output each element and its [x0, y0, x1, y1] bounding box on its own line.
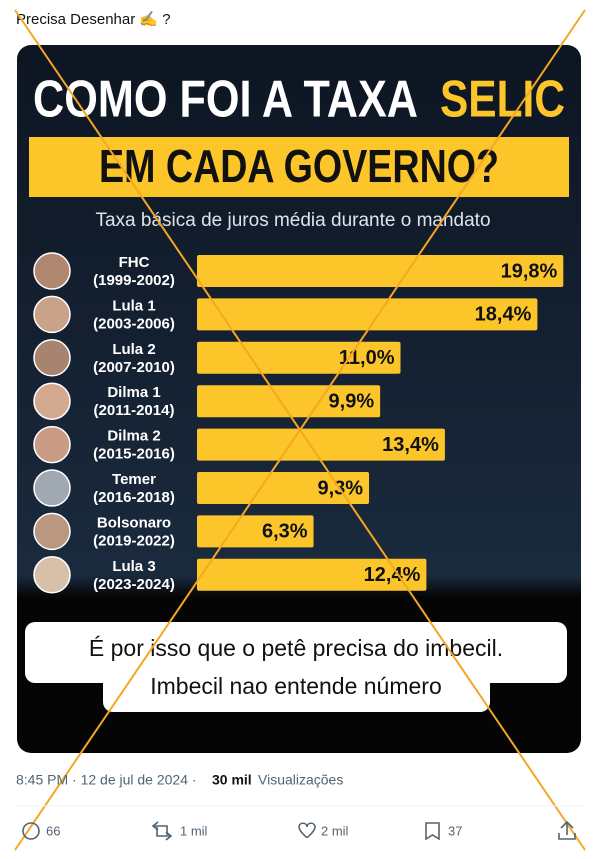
category-label: Bolsonaro — [97, 514, 171, 531]
value-label: 19,8% — [501, 260, 558, 282]
bar — [197, 298, 538, 331]
tweet-text: Precisa Desenhar ✍️ ? — [16, 10, 171, 28]
period-label: (2011-2014) — [94, 402, 175, 419]
bar — [197, 385, 381, 418]
avatar — [33, 425, 71, 464]
period-label: (2007-2010) — [93, 359, 175, 376]
bookmark-icon[interactable] — [425, 822, 440, 841]
like-icon[interactable] — [298, 822, 316, 839]
title: SELIC — [440, 71, 565, 129]
category-label: Lula 1 — [112, 297, 155, 314]
period-label: (2015-2016) — [93, 446, 175, 463]
category-label: Temer — [112, 471, 156, 488]
period-label: (2023-2024) — [93, 576, 175, 593]
views-label: Visualizações — [258, 772, 343, 788]
avatar — [33, 512, 71, 551]
value-label: 13,4% — [382, 434, 439, 456]
period-label: (2003-2006) — [93, 315, 175, 332]
cross-line — [14, 9, 586, 851]
title: EM CADA GOVERNO? — [99, 140, 499, 192]
reply-icon[interactable] — [22, 822, 40, 840]
repost-count: 1 mil — [180, 823, 208, 838]
value-label: 12,4% — [364, 564, 421, 586]
period-label: (2016-2018) — [93, 489, 175, 506]
category-label: Dilma 2 — [107, 428, 160, 445]
avatar — [33, 556, 71, 594]
avatar — [33, 469, 71, 507]
like-count: 2 mil — [321, 823, 349, 838]
value-label: 18,4% — [475, 304, 532, 326]
value-label: 6,3% — [262, 521, 308, 543]
bookmark-count: 37 — [448, 823, 462, 838]
category-label: FHC — [119, 254, 150, 271]
bar — [197, 341, 401, 374]
timestamp: 8:45 PM · 12 de jul de 2024 · — [16, 772, 197, 788]
value-label: 11,0% — [339, 347, 395, 369]
bar — [197, 472, 370, 504]
reply-count: 66 — [46, 823, 60, 838]
category-label: Lula 2 — [112, 341, 155, 358]
caption-box — [103, 664, 490, 712]
category-label: Dilma 1 — [107, 384, 160, 401]
category-label: Lula 3 — [112, 558, 155, 575]
views: 30 mil — [212, 772, 252, 788]
bar — [197, 255, 564, 287]
period-label: (2019-2022) — [93, 532, 175, 549]
value-label: 9,9% — [329, 390, 375, 412]
avatar — [33, 295, 71, 334]
caption: Imbecil nao entende número — [150, 673, 442, 699]
repost-icon[interactable] — [151, 821, 173, 841]
bar — [197, 558, 427, 591]
title: COMO FOI A TAXA — [33, 71, 418, 129]
period-label: (1999-2002) — [93, 272, 175, 289]
subtitle: Taxa básica de juros média durante o man… — [95, 210, 490, 231]
avatar — [33, 339, 71, 377]
avatar — [33, 252, 71, 290]
avatar — [33, 382, 71, 420]
bar — [197, 428, 445, 461]
share-icon[interactable] — [558, 820, 576, 840]
